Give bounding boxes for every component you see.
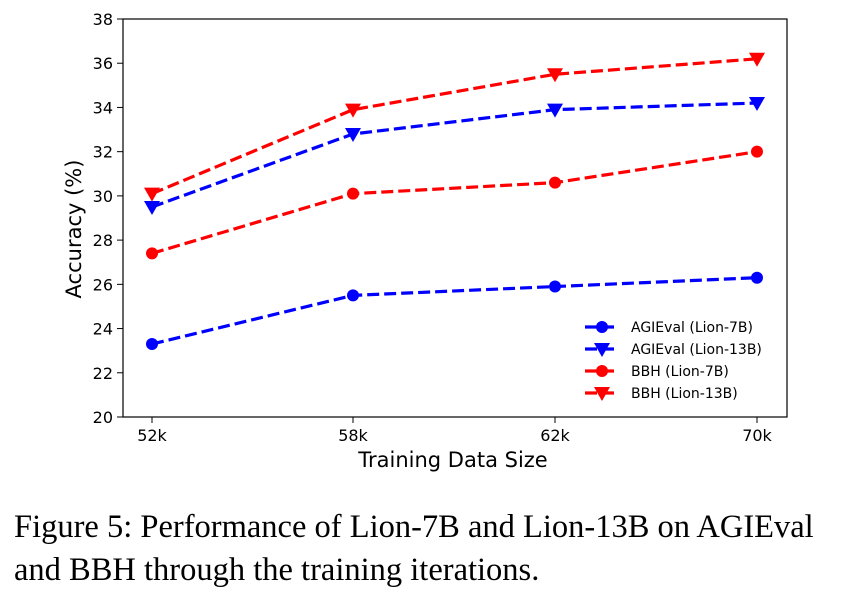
legend-label: AGIEval (Lion-13B): [631, 342, 762, 358]
series-line: [151, 101, 758, 209]
data-point: [549, 176, 561, 189]
y-tick-label: 26: [93, 275, 113, 294]
data-point: [547, 68, 563, 83]
y-tick-label: 22: [93, 364, 113, 383]
x-axis-title: Training Data Size: [357, 448, 547, 472]
data-point: [749, 52, 765, 67]
data-point: [347, 289, 359, 302]
data-point: [749, 97, 765, 112]
series-line: [151, 150, 758, 255]
y-tick-label: 36: [93, 54, 113, 73]
legend-label: AGIEval (Lion-7B): [631, 320, 753, 336]
legend-label: BBH (Lion-7B): [631, 364, 729, 380]
y-tick-label: 20: [93, 408, 113, 427]
line-chart: 20 22 24 26 28 30 32 34 36 38 52k 58k 62k 70k AGIEval …: [62, 10, 788, 472]
series-line: [151, 57, 758, 196]
data-point: [146, 338, 158, 351]
data-point: [347, 187, 359, 200]
data-point: [144, 187, 160, 202]
x-tick-label: 62k: [540, 426, 570, 445]
data-point: [144, 200, 160, 215]
x-tick-label: 70k: [742, 426, 772, 445]
data-point: [549, 280, 561, 293]
data-point: [751, 145, 763, 158]
y-tick-label: 24: [93, 320, 113, 339]
legend-label: BBH (Lion-13B): [631, 386, 738, 402]
data-point: [751, 271, 763, 284]
series-line: [151, 276, 758, 346]
y-tick-label: 30: [93, 187, 113, 206]
y-tick-label: 32: [93, 143, 113, 162]
legend-marker: [596, 365, 608, 377]
data-point: [547, 103, 563, 118]
x-tick-label: 58k: [338, 426, 368, 445]
axes-frame: [122, 18, 788, 418]
y-tick-label: 28: [93, 231, 113, 250]
legend-marker: [594, 343, 610, 357]
figure-caption: Figure 5: Performance of Lion-7B and Lio…: [14, 509, 814, 588]
y-tick-label: 34: [93, 98, 113, 117]
y-axis-title: Accuracy (%): [62, 160, 86, 299]
x-tick-label: 52k: [137, 426, 167, 445]
data-point: [146, 247, 158, 260]
y-tick-label: 38: [93, 10, 113, 29]
legend-marker: [596, 321, 608, 333]
data-point: [345, 127, 361, 142]
plot-area: 20 22 24 26 28 30 32 34 36 38 52k 58k 62k 70k AGIEval …: [93, 10, 788, 445]
data-point: [345, 103, 361, 118]
legend-marker: [594, 387, 610, 401]
